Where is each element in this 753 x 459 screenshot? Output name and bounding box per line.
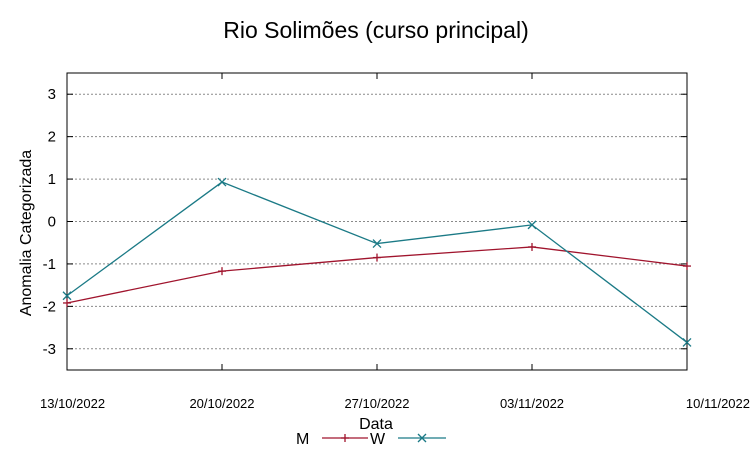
data-point-w — [682, 337, 692, 347]
x-axis-label: Data — [359, 416, 393, 433]
chart-title: Rio Solimões (curso principal) — [223, 17, 529, 43]
y-tick-label: -3 — [43, 341, 56, 358]
x-tick-label: 20/10/2022 — [189, 396, 254, 411]
data-point-w — [62, 291, 72, 301]
x-tick-label: 27/10/2022 — [344, 396, 409, 411]
y-axis-label: Anomalia Categorizada — [18, 150, 35, 316]
y-tick-label: 1 — [48, 171, 56, 188]
y-tick-label: 2 — [48, 129, 56, 146]
y-tick-label: 3 — [48, 86, 56, 103]
y-tick-label: 0 — [48, 214, 56, 231]
y-tick-label: -2 — [43, 298, 56, 315]
plot-area — [66, 72, 688, 371]
y-axis-ticks: -3 -2 -1 0 1 2 3 — [43, 86, 687, 358]
grid — [67, 93, 687, 350]
x-axis-ticks: 13/10/2022 20/10/2022 27/10/2022 03/11/2022… — [40, 73, 750, 411]
data-point-m — [63, 298, 71, 307]
series-group — [62, 177, 692, 347]
data-point-m — [528, 242, 536, 251]
legend-label-w: W — [370, 431, 386, 448]
data-point-w — [372, 239, 382, 249]
legend-marker-m — [341, 434, 349, 442]
x-tick-label: 10/11/2022 — [686, 396, 750, 411]
data-point-m — [683, 262, 691, 271]
y-tick-label: -1 — [43, 256, 56, 273]
data-point-m — [373, 253, 381, 262]
series-line-w — [66, 181, 688, 343]
data-point-w — [217, 177, 227, 187]
data-point-m — [218, 267, 226, 276]
legend-label-m: M — [296, 431, 309, 448]
x-tick-label: 13/10/2022 — [40, 396, 105, 411]
data-point-w — [527, 220, 537, 230]
x-tick-label: 03/11/2022 — [500, 396, 564, 411]
legend-marker-w — [417, 433, 427, 443]
